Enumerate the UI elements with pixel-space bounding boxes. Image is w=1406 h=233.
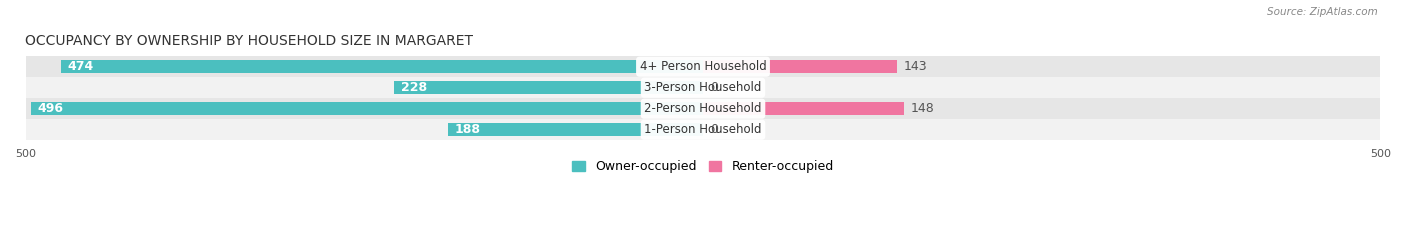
Bar [25, 77, 1381, 98]
Text: Source: ZipAtlas.com: Source: ZipAtlas.com [1267, 7, 1378, 17]
Legend: Owner-occupied, Renter-occupied: Owner-occupied, Renter-occupied [572, 160, 834, 173]
Text: 143: 143 [904, 60, 927, 73]
Bar [25, 98, 1381, 119]
Bar [703, 60, 897, 73]
Text: 0: 0 [710, 81, 718, 94]
Bar [60, 60, 703, 73]
Bar [703, 102, 904, 115]
Bar [31, 102, 703, 115]
Text: OCCUPANCY BY OWNERSHIP BY HOUSEHOLD SIZE IN MARGARET: OCCUPANCY BY OWNERSHIP BY HOUSEHOLD SIZE… [25, 34, 474, 48]
Text: 3-Person Household: 3-Person Household [644, 81, 762, 94]
Text: 496: 496 [38, 102, 63, 115]
Bar [449, 123, 703, 136]
Bar [25, 56, 1381, 77]
Bar [394, 81, 703, 94]
Text: 228: 228 [401, 81, 427, 94]
Bar [25, 119, 1381, 140]
Text: 148: 148 [910, 102, 934, 115]
Text: 474: 474 [67, 60, 94, 73]
Text: 1-Person Household: 1-Person Household [644, 123, 762, 136]
Text: 2-Person Household: 2-Person Household [644, 102, 762, 115]
Text: 4+ Person Household: 4+ Person Household [640, 60, 766, 73]
Text: 0: 0 [710, 123, 718, 136]
Text: 188: 188 [456, 123, 481, 136]
